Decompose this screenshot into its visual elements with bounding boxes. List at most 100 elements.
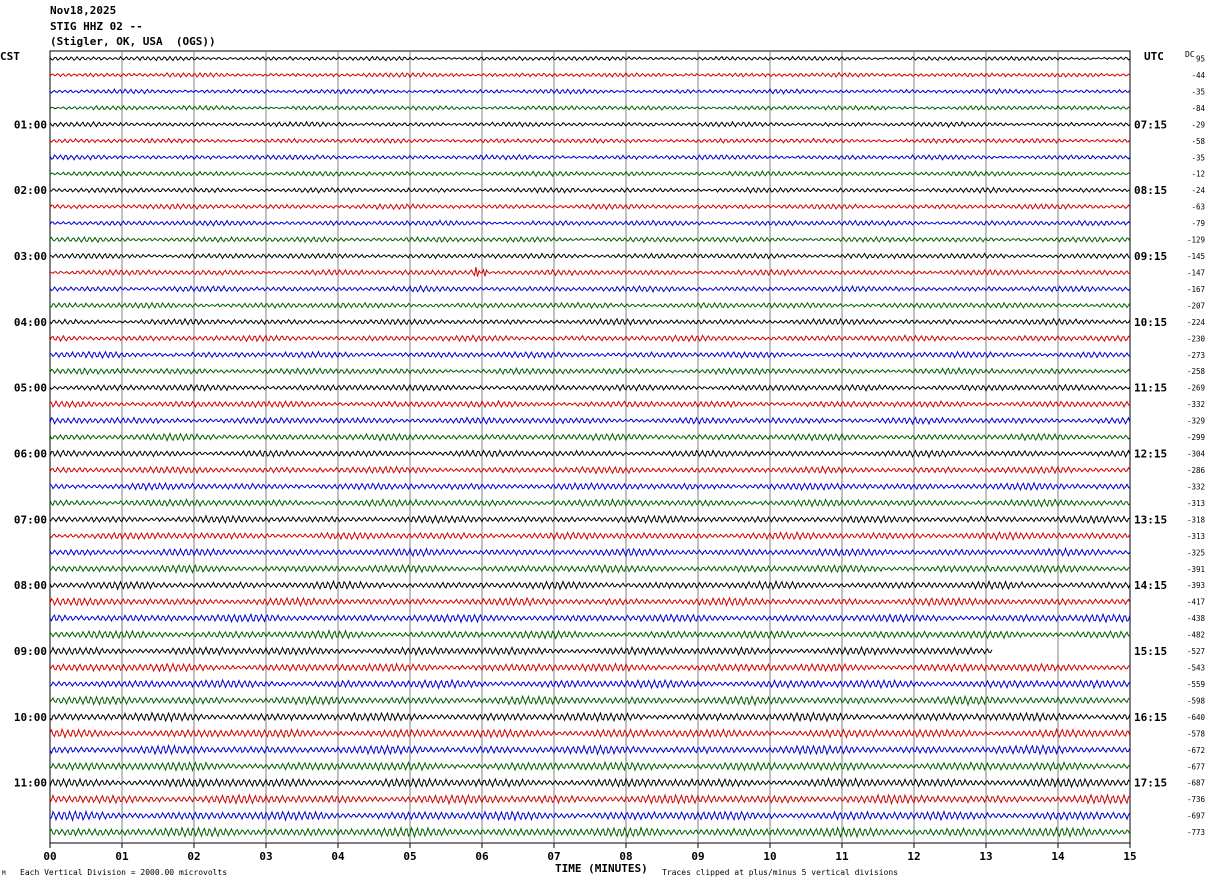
seismic-trace — [49, 267, 1131, 277]
dc-offset-label: -44 — [1191, 71, 1205, 80]
right-hour-label: 16:15 — [1134, 711, 1167, 724]
dc-offset-label: -258 — [1187, 367, 1206, 376]
dc-offset-label: -773 — [1187, 828, 1205, 837]
right-hour-label: 10:15 — [1134, 316, 1167, 329]
seismic-trace — [49, 465, 1131, 475]
dc-offset-label: -167 — [1187, 285, 1205, 294]
dc-offset-label: -63 — [1191, 203, 1205, 212]
plot-frame — [49, 50, 1131, 844]
dc-offset-label: -12 — [1191, 170, 1205, 179]
scale-note: Each Vertical Division = 2000.00 microvo… — [20, 868, 228, 877]
dc-offset-label: -286 — [1187, 466, 1206, 475]
dc-offset-label: -640 — [1187, 713, 1206, 722]
left-hour-label: 02:00 — [14, 184, 47, 197]
seismic-trace — [49, 530, 1131, 541]
right-timezone-label: UTC — [1144, 50, 1164, 63]
dc-offset-label: -598 — [1187, 696, 1206, 705]
x-tick-label: 10 — [763, 850, 776, 863]
left-hour-label: 10:00 — [14, 711, 47, 724]
seismic-trace — [49, 628, 1131, 640]
seismic-trace — [49, 219, 1131, 227]
x-tick-label: 07 — [547, 850, 560, 863]
grid-layer — [49, 50, 1131, 848]
dc-offset-label: -269 — [1187, 384, 1205, 393]
seismic-trace — [49, 449, 1131, 459]
left-timezone-label: CST — [0, 50, 20, 63]
x-tick-label: 15 — [1123, 850, 1136, 863]
x-tick-label: 11 — [835, 850, 849, 863]
dc-offset-label: -304 — [1187, 450, 1206, 459]
right-hour-label: 17:15 — [1134, 777, 1167, 790]
x-tick-label: 03 — [259, 850, 272, 863]
seismic-trace — [49, 825, 1131, 839]
x-tick-label: 02 — [187, 850, 200, 863]
dc-offset-label: -687 — [1187, 779, 1205, 788]
seismic-trace — [49, 776, 1131, 789]
left-hour-label: 09:00 — [14, 645, 47, 658]
dc-offset-label: -35 — [1191, 153, 1205, 162]
x-tick-label: 09 — [691, 850, 704, 863]
dc-offset-label: -417 — [1187, 598, 1205, 607]
date-label: Nov18,2025 — [50, 4, 117, 17]
seismic-trace — [49, 579, 1131, 591]
seismic-trace — [49, 678, 1131, 690]
left-hour-label: 06:00 — [14, 448, 47, 461]
dc-offset-label: -207 — [1187, 301, 1205, 310]
seismic-trace — [49, 284, 1131, 294]
left-hour-label: 05:00 — [14, 382, 47, 395]
dc-offset-label: -736 — [1187, 795, 1206, 804]
seismic-trace — [49, 137, 1131, 145]
x-tick-label: 12 — [907, 850, 920, 863]
seismic-trace — [49, 481, 1131, 492]
dc-offset-label: -58 — [1191, 137, 1205, 146]
location-label: (Stigler, OK, USA (OGS)) — [50, 35, 216, 48]
left-hour-label: 01:00 — [14, 118, 47, 131]
seismic-trace — [49, 317, 1131, 327]
seismic-trace — [49, 432, 1131, 442]
seismic-trace — [49, 645, 993, 657]
right-hour-label: 11:15 — [1134, 382, 1167, 395]
dc-offset-label: -313 — [1187, 532, 1205, 541]
dc-offset-label: -332 — [1187, 400, 1205, 409]
seismic-trace — [49, 809, 1131, 823]
x-tick-label: 05 — [403, 850, 416, 863]
right-hour-label: 14:15 — [1134, 579, 1167, 592]
dc-offset-label: -313 — [1187, 499, 1205, 508]
x-axis-title: TIME (MINUTES) — [555, 862, 648, 875]
dc-offset-label: -84 — [1191, 104, 1205, 113]
dc-offset-label: -24 — [1191, 186, 1205, 195]
trace-layer — [49, 55, 1131, 839]
left-hour-label: 03:00 — [14, 250, 47, 263]
dc-offset-label: -329 — [1187, 417, 1205, 426]
dc-offset-label: -35 — [1191, 87, 1205, 96]
seismic-trace — [49, 612, 1131, 624]
dc-offset-label: -391 — [1187, 565, 1205, 574]
left-hour-label: 07:00 — [14, 513, 47, 526]
dc-offset-label: -145 — [1187, 252, 1205, 261]
dc-offset-label: -224 — [1187, 318, 1206, 327]
right-hour-label: 09:15 — [1134, 250, 1167, 263]
x-tick-label: 14 — [1051, 850, 1065, 863]
seismic-trace — [49, 383, 1131, 392]
dc-offset-label: 95 — [1196, 55, 1205, 64]
dc-offset-label: -325 — [1187, 548, 1205, 557]
station-label: STIG HHZ 02 -- — [50, 20, 143, 33]
dc-offset-label: -527 — [1187, 647, 1205, 656]
x-tick-label: 13 — [979, 850, 992, 863]
seismic-trace — [49, 694, 1131, 707]
seismic-trace — [49, 514, 1131, 525]
right-hour-label: 12:15 — [1134, 448, 1167, 461]
dc-offset-label: -672 — [1187, 746, 1205, 755]
seismic-trace — [49, 662, 1131, 674]
seismic-trace — [49, 546, 1131, 558]
corner-mark: M — [2, 870, 6, 877]
x-tick-label: 06 — [475, 850, 489, 863]
seismic-trace — [49, 743, 1131, 756]
seismic-trace — [49, 416, 1131, 426]
dc-offset-label: -29 — [1191, 120, 1205, 129]
left-hour-label: 08:00 — [14, 579, 47, 592]
seismic-trace — [49, 88, 1131, 95]
label-layer: 00 01 02 03 04 05 06 07 08 09 10 11 12 13 14 15 95 -44 -35… — [14, 55, 1206, 864]
dc-offset-label: -677 — [1187, 762, 1205, 771]
